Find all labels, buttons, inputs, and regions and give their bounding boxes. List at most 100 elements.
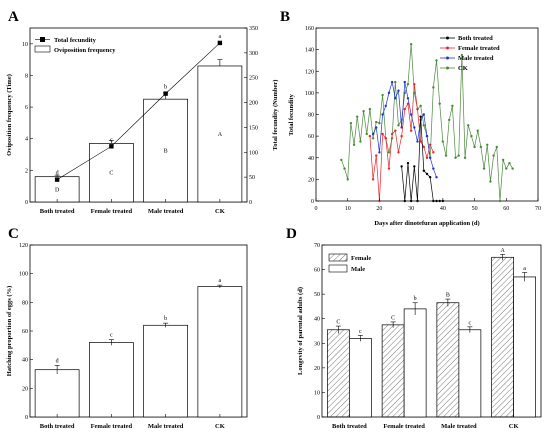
legend-marker-both-treated xyxy=(446,36,449,40)
bar-female-male-treated xyxy=(436,302,460,418)
series-point-female-treated-35 xyxy=(425,156,429,159)
series-point-female-treated-28 xyxy=(403,107,406,111)
panel-a-ytick-label: 300 xyxy=(249,51,258,57)
panel-a-legend: Total fecundity Oviposition frequency xyxy=(34,37,116,54)
series-point-ck-39 xyxy=(438,102,441,105)
panel-c-ytick-label: 0 xyxy=(25,415,28,421)
series-point-male-treated-28 xyxy=(403,80,406,84)
series-point-male-treated-27 xyxy=(400,126,403,129)
x-category-female-treated: Female treated xyxy=(91,208,133,215)
series-point-female-treated-34 xyxy=(422,145,426,149)
panel-c: C d c b a 0 20 40 60 80 100 120 Both treated Femal… xyxy=(6,226,248,430)
series-point-male-treated-26 xyxy=(397,89,400,92)
series-point-male-treated-36 xyxy=(428,156,432,159)
bar-female-ck xyxy=(491,256,514,418)
panel-b-xtick-label: 10 xyxy=(345,206,351,212)
panel-a-ytick-label: 4 xyxy=(25,137,28,143)
series-point-male-treated-22 xyxy=(384,104,387,108)
legend-marker-male-treated xyxy=(446,56,449,60)
series-point-ck-58 xyxy=(498,199,502,203)
series-point-male-treated-19 xyxy=(375,126,378,129)
panel-a-ytick-label: 0 xyxy=(25,200,28,206)
series-point-ck-14 xyxy=(359,140,362,143)
series-point-ck-17 xyxy=(368,107,372,111)
x-category-female-treated: Female treated xyxy=(91,423,133,430)
panel-d-ylabel: Longevity of parental adults (d) xyxy=(297,287,304,375)
x-category-ck: CK xyxy=(215,423,225,430)
series-point-ck-8 xyxy=(340,158,343,162)
series-point-female-treated-17 xyxy=(368,134,372,138)
legend-label-male: Male xyxy=(351,266,365,273)
panel-c-ytick-label: 100 xyxy=(19,272,28,278)
total-fecundity-letter-ck: a xyxy=(219,34,222,40)
series-point-female-treated-27 xyxy=(400,134,403,138)
series-point-male-treated-18 xyxy=(371,132,375,136)
panel-a-x-axis: Both treated Female treated Male treated CK xyxy=(40,199,225,215)
series-point-ck-38 xyxy=(435,59,438,62)
series-point-ck-15 xyxy=(362,110,365,113)
panel-c-ytick-label: 20 xyxy=(22,386,28,392)
series-point-female-treated-32 xyxy=(416,107,419,111)
series-point-both-treated-38 xyxy=(435,199,438,203)
series-point-male-treated-24 xyxy=(390,80,394,84)
series-point-female-treated-18 xyxy=(371,178,375,181)
panel-a-ytick-label: 6 xyxy=(25,105,28,111)
series-point-male-treated-25 xyxy=(394,97,397,100)
series-point-ck-12 xyxy=(352,143,356,146)
panel-c-x-axis: Both treated Female treated Male treated CK xyxy=(40,414,225,430)
bar-male-treated xyxy=(143,324,188,418)
total-fecundity-letter-male-treated: b xyxy=(164,85,167,91)
panel-a-bars: D C B A xyxy=(34,59,243,203)
bar-letter-female-female-treated: C xyxy=(391,315,395,321)
series-point-ck-62 xyxy=(511,167,514,170)
series-point-ck-55 xyxy=(489,180,492,183)
series-point-female-treated-24 xyxy=(390,132,394,136)
panel-a-y2-axis: 0 50 100 150 200 250 300 350 xyxy=(244,26,258,206)
series-point-ck-23 xyxy=(387,151,391,154)
bar-letter-ck: A xyxy=(218,132,223,138)
panel-b-ytick-label: 160 xyxy=(305,26,314,32)
series-point-male-treated-37 xyxy=(432,167,435,170)
legend-label-ck: CK xyxy=(458,65,468,72)
panel-a-ylabel: Oviposition frequency (Time) xyxy=(6,74,13,156)
x-category-ck: CK xyxy=(215,208,225,215)
series-point-ck-59 xyxy=(501,158,505,162)
series-point-both-treated-29 xyxy=(406,161,410,165)
panel-a-line: d c b a xyxy=(54,34,223,182)
x-category-ck: CK xyxy=(509,423,519,430)
panel-b-xtick-label: 60 xyxy=(503,206,509,212)
series-point-ck-60 xyxy=(505,167,508,170)
series-point-male-treated-29 xyxy=(406,97,410,100)
series-point-ck-56 xyxy=(492,154,495,157)
series-point-ck-30 xyxy=(409,43,413,46)
series-point-ck-16 xyxy=(365,132,368,136)
bar-letter-male-female-treated: b xyxy=(414,296,417,302)
bar-letter-male-treated: B xyxy=(164,149,168,155)
bar-letter-male-both-treated: c xyxy=(359,329,362,335)
panel-d-ytick-label: 40 xyxy=(314,317,320,323)
total-fecundity-line xyxy=(56,42,221,180)
series-point-ck-48 xyxy=(467,124,470,127)
bar-letter-female-both-treated: C xyxy=(336,320,340,326)
total-fecundity-letter-both-treated: d xyxy=(56,171,59,177)
panel-d-bars: Cc Cb Bc Aa xyxy=(327,248,536,418)
panel-b-ytick-label: 40 xyxy=(308,156,314,162)
series-point-ck-26 xyxy=(397,124,400,127)
panel-a-ytick-label: 150 xyxy=(249,125,258,131)
panel-b-ytick-label: 120 xyxy=(305,69,314,75)
legend-swatch-oviposition xyxy=(34,45,51,53)
panel-letter-b: B xyxy=(280,9,290,25)
series-point-male-treated-21 xyxy=(381,113,384,116)
series-point-both-treated-28 xyxy=(403,199,406,203)
series-point-male-treated-38 xyxy=(435,176,438,179)
series-point-ck-11 xyxy=(349,121,353,125)
panel-d-x-axis: Both treated Female treated Male treated CK xyxy=(332,414,519,430)
x-category-male-treated: Male treated xyxy=(148,208,184,215)
series-point-both-treated-27 xyxy=(400,165,403,168)
panel-a-ytick-label: 100 xyxy=(249,150,258,156)
series-point-ck-9 xyxy=(343,167,346,170)
x-category-both-treated: Both treated xyxy=(332,423,367,430)
legend-label-male-treated: Male treated xyxy=(458,55,494,62)
